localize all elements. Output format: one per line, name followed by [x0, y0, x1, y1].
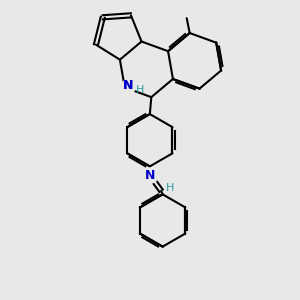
Text: H: H — [166, 183, 174, 193]
Text: N: N — [145, 169, 155, 182]
Text: N: N — [123, 80, 134, 92]
Text: H: H — [136, 85, 144, 95]
Text: N: N — [123, 80, 134, 92]
